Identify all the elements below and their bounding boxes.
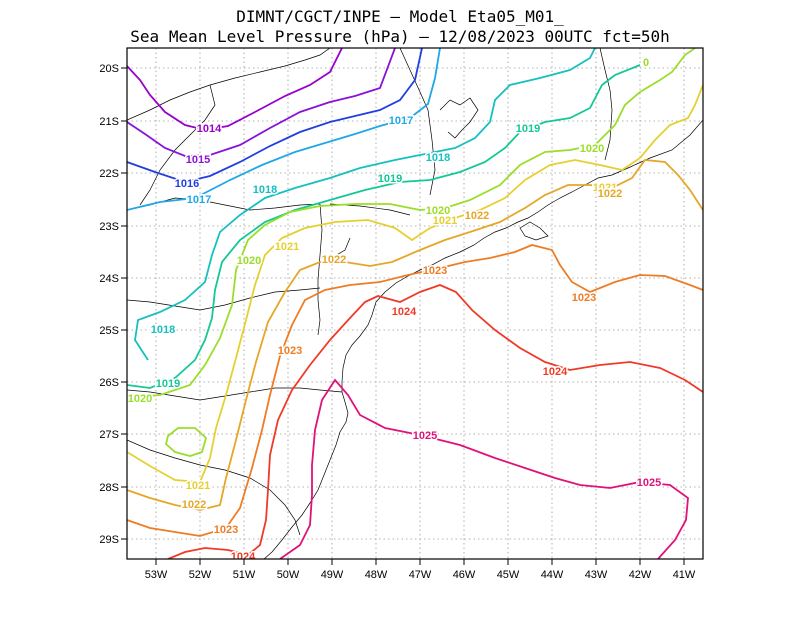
isobar-1020 xyxy=(127,48,696,399)
contour-label: 1017 xyxy=(187,194,211,206)
isobar-1019 xyxy=(127,64,641,389)
chart-subtitle: Sea Mean Level Pressure (hPa) – 12/08/20… xyxy=(130,27,670,46)
isobars xyxy=(127,48,703,559)
lon-label: 50W xyxy=(277,569,300,581)
contour-label: 1023 xyxy=(423,265,447,277)
contour-label: 1021 xyxy=(186,480,210,492)
contour-label: 1020 xyxy=(128,393,152,405)
contour-label: 1016 xyxy=(175,178,199,190)
contour-label: 1018 xyxy=(426,152,450,164)
lon-label: 51W xyxy=(233,569,256,581)
contour-label: 1024 xyxy=(543,366,568,378)
isobar-1016 xyxy=(127,48,423,183)
lat-label: 27S xyxy=(99,429,119,441)
coastline-and-borders xyxy=(127,48,703,559)
isobar-1020-loop xyxy=(164,427,208,457)
lon-label: 53W xyxy=(145,569,168,581)
contour-label: 1022 xyxy=(598,188,622,200)
lon-label: 52W xyxy=(189,569,212,581)
contour-label: 1023 xyxy=(214,524,238,536)
contour-label: 1017 xyxy=(389,115,413,127)
lat-label: 22S xyxy=(99,168,119,180)
map-frame xyxy=(126,47,704,560)
lon-label: 48W xyxy=(365,569,388,581)
isobar-1014 xyxy=(127,48,343,131)
lat-label: 21S xyxy=(99,116,119,128)
lon-label: 46W xyxy=(453,569,476,581)
isobar-1018 xyxy=(134,48,596,361)
lat-labels: 20S 21S 22S 23S 24S 25S 26S 27S 28S 29S xyxy=(99,63,119,546)
lon-label: 43W xyxy=(585,569,608,581)
lon-label: 45W xyxy=(497,569,520,581)
contour-label: 1020 xyxy=(237,255,261,267)
isobar-1015 xyxy=(127,48,396,157)
contour-label: 1023 xyxy=(278,345,302,357)
contour-label: 1023 xyxy=(572,292,596,304)
contour-label: 1021 xyxy=(275,241,299,253)
contour-label: 1025 xyxy=(413,430,437,442)
contour-label: 1024 xyxy=(231,551,256,563)
contour-label: 1019 xyxy=(516,123,540,135)
lon-label: 47W xyxy=(409,569,432,581)
isobar-1017 xyxy=(127,48,441,211)
lat-axis xyxy=(121,67,127,540)
contour-label: 1022 xyxy=(465,210,489,222)
contour-label: 1018 xyxy=(253,184,277,196)
lat-label: 26S xyxy=(99,377,119,389)
isobar-1024 xyxy=(167,284,703,559)
contour-label: 1014 xyxy=(197,123,222,135)
contour-labels: 1014 1015 1016 1017 1017 1018 1018 1018 … xyxy=(127,56,663,563)
lat-label: 20S xyxy=(99,63,119,75)
lon-labels: 53W 52W 51W 50W 49W 48W 47W 46W 45W 44W … xyxy=(145,569,696,581)
lat-label: 23S xyxy=(99,221,119,233)
isobar-1021 xyxy=(127,84,703,483)
contour-label: 1020 xyxy=(426,205,450,217)
contour-label: 1025 xyxy=(637,477,661,489)
isobar-1022 xyxy=(127,159,703,511)
lon-axis xyxy=(155,559,685,565)
lat-label: 29S xyxy=(99,534,119,546)
lon-label: 49W xyxy=(321,569,344,581)
lon-label: 44W xyxy=(541,569,564,581)
contour-label: 1019 xyxy=(156,378,180,390)
contour-label: 1022 xyxy=(322,254,346,266)
contour-label: 1020 xyxy=(580,143,604,155)
contour-label: 1024 xyxy=(392,306,417,318)
contour-label: 1019 xyxy=(378,173,402,185)
contour-label: 1018 xyxy=(151,324,175,336)
lat-label: 25S xyxy=(99,325,119,337)
isobar-1025 xyxy=(279,378,689,559)
isobar-1023 xyxy=(127,244,703,537)
lon-label: 42W xyxy=(629,569,652,581)
contour-label: 1021 xyxy=(433,215,457,227)
contour-label: 0 xyxy=(643,57,649,69)
contour-label: 1022 xyxy=(182,499,206,511)
contour-label: 1021 xyxy=(593,182,617,194)
lat-label: 28S xyxy=(99,482,119,494)
lat-label: 24S xyxy=(99,273,119,285)
lon-label: 41W xyxy=(673,569,696,581)
contour-label: 1015 xyxy=(186,154,210,166)
chart-title: DIMNT/CGCT/INPE – Model Eta05_M01_ xyxy=(236,7,564,26)
